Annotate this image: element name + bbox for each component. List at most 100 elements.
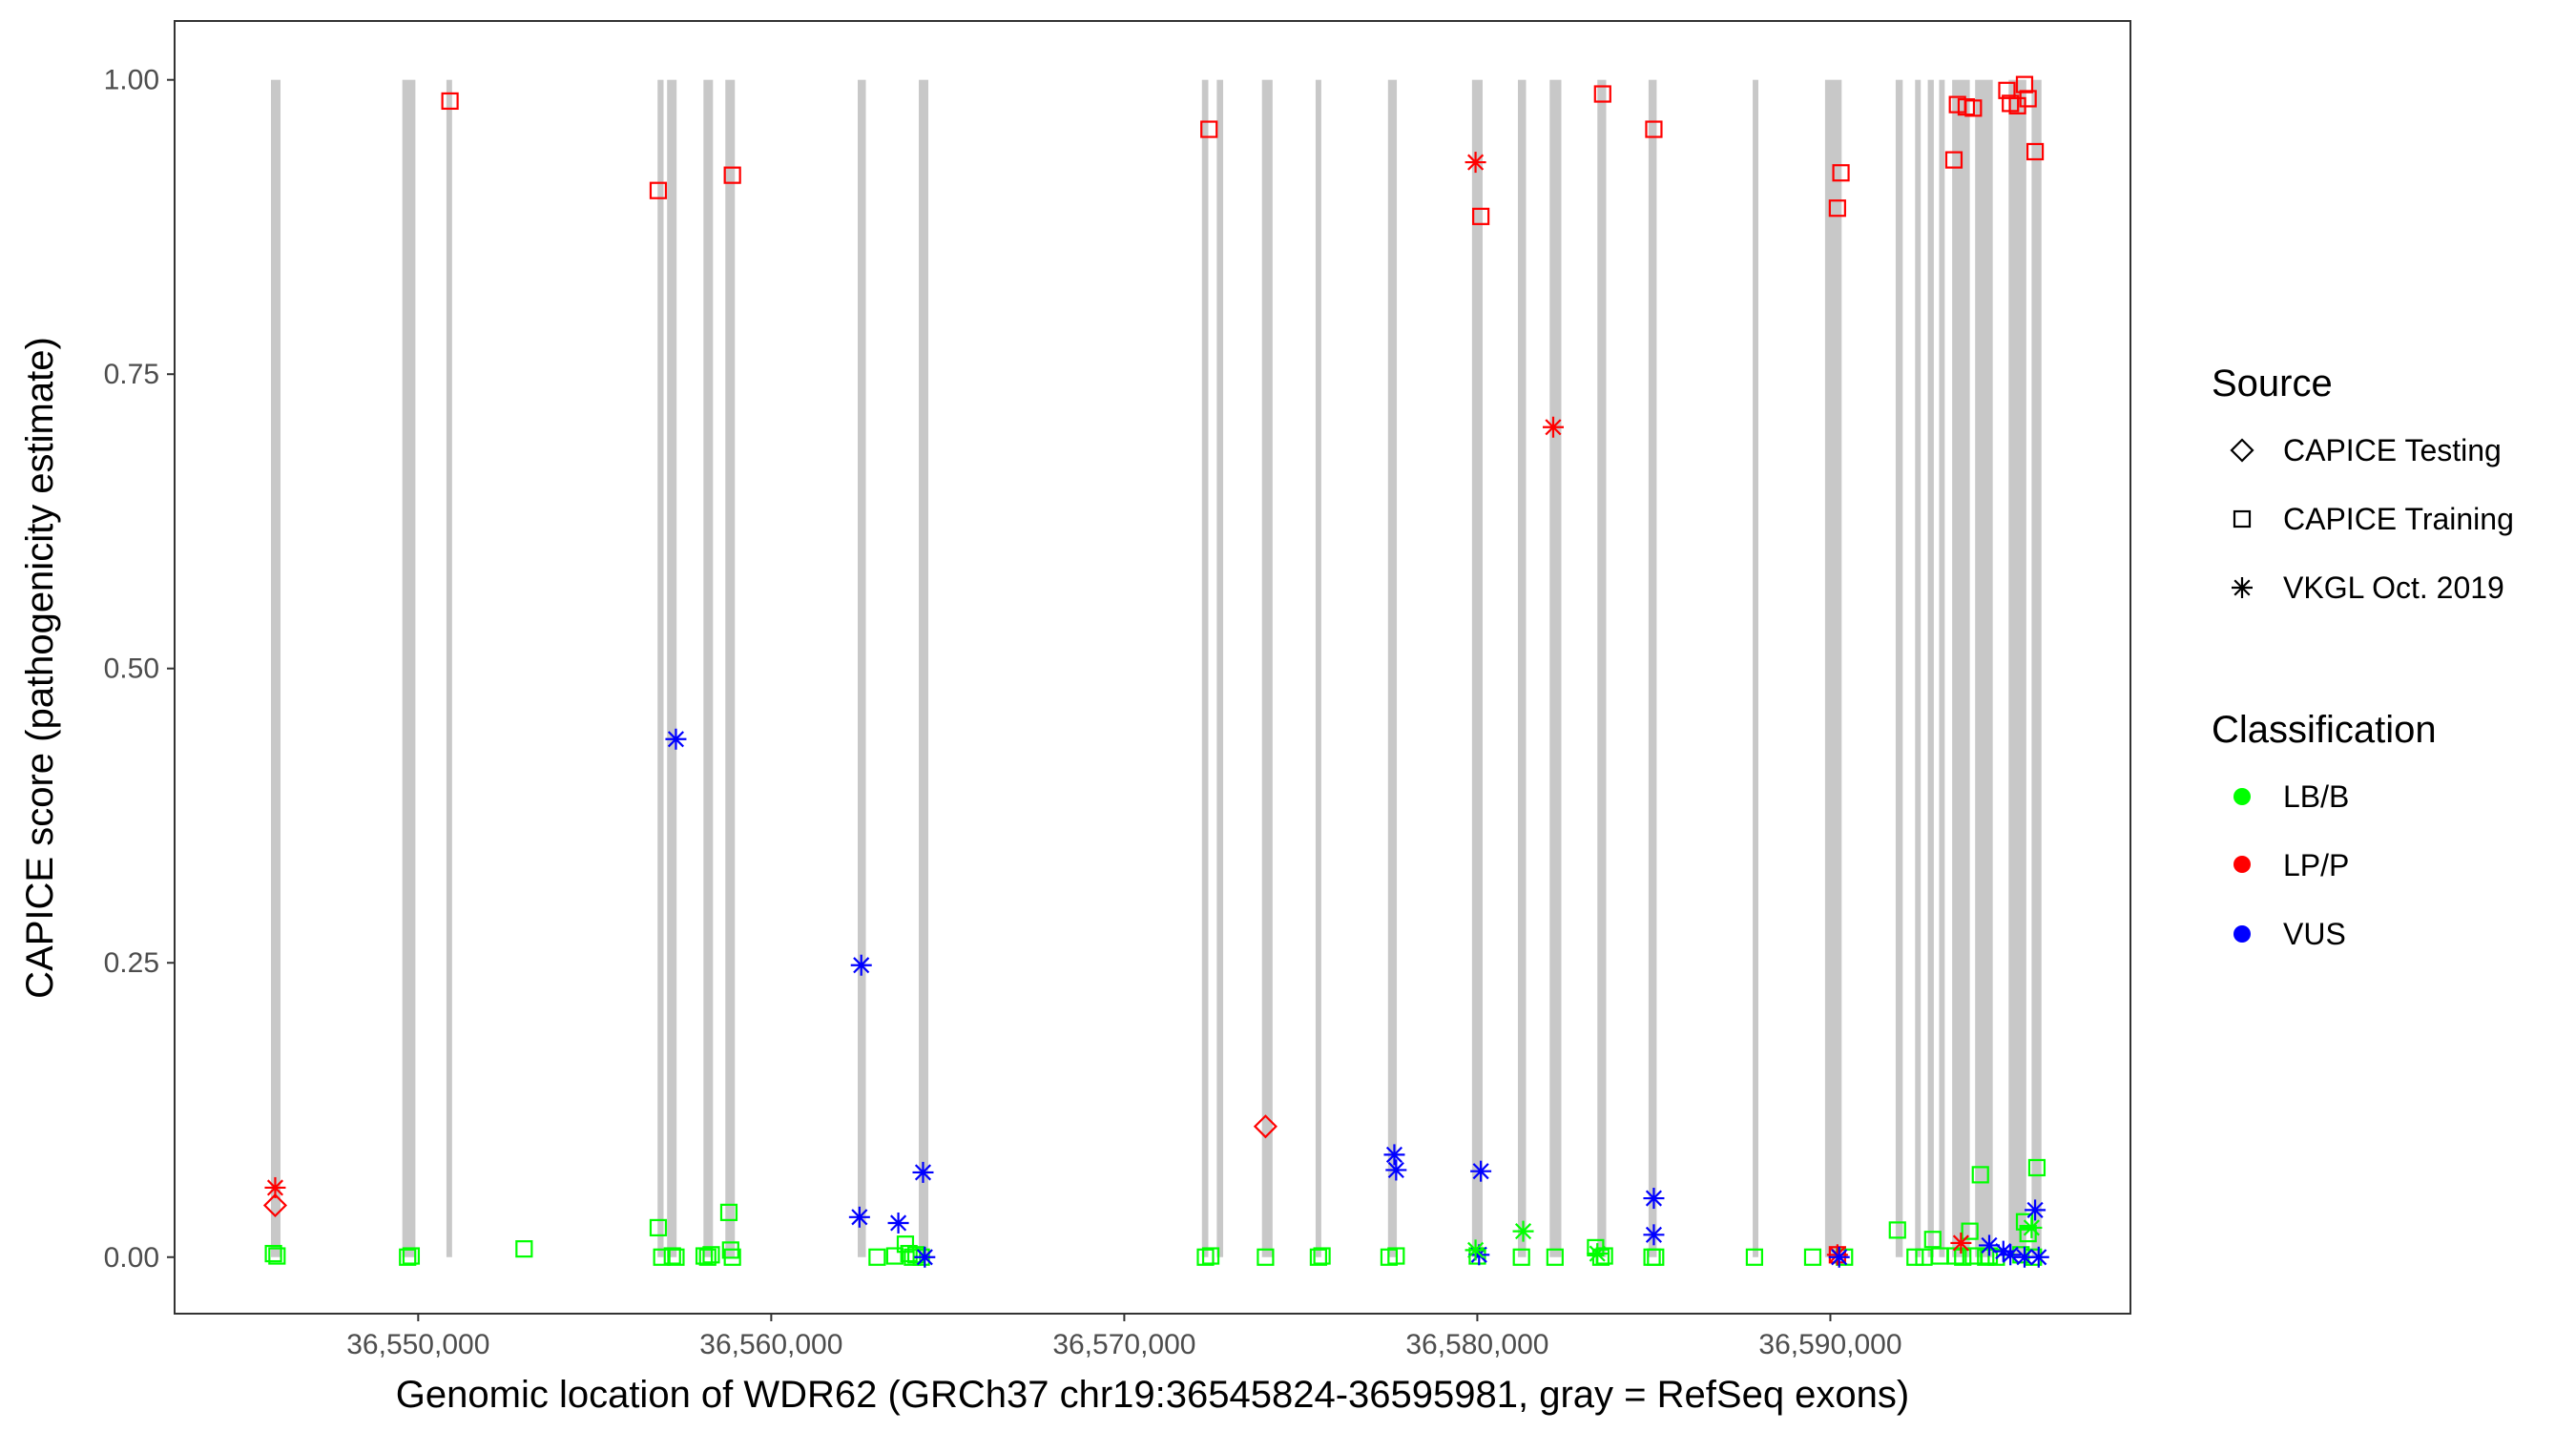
data-point-square	[1961, 1222, 1979, 1240]
data-point-star	[1643, 1188, 1665, 1210]
exon-bar	[1895, 79, 1903, 1257]
data-point-square	[1998, 81, 2016, 99]
exon-bar	[402, 79, 416, 1257]
data-point-square	[723, 166, 741, 184]
legend-label: LP/P	[2283, 848, 2349, 882]
data-point-square	[1313, 1247, 1331, 1265]
data-point-star	[850, 954, 872, 976]
data-point-star	[665, 728, 687, 750]
y-axis-title: CAPICE score (pathogenicity estimate)	[19, 337, 61, 999]
exon-bar	[1315, 79, 1321, 1257]
data-point-square	[702, 1246, 720, 1264]
data-point-square	[1828, 199, 1846, 218]
data-point-square	[698, 1248, 717, 1266]
data-point-square	[719, 1203, 738, 1221]
x-tick-label: 36,550,000	[346, 1329, 489, 1360]
exon-bar	[1753, 79, 1758, 1257]
legend-diamond-icon	[2230, 438, 2254, 463]
data-points	[262, 75, 2049, 1268]
legend-shape	[2230, 438, 2254, 463]
data-point-square	[1196, 1248, 1215, 1266]
data-point-square	[2025, 142, 2045, 161]
data-point-square	[1923, 1231, 1942, 1249]
exon-bar	[1549, 79, 1562, 1257]
data-point-star	[2021, 1216, 2043, 1238]
x-tick-label: 36,580,000	[1405, 1329, 1548, 1360]
legend-lbb-dot-icon	[2233, 788, 2251, 805]
exon-bar	[1952, 79, 1970, 1257]
exon-bar	[2008, 79, 2026, 1257]
data-point-star	[2027, 1246, 2049, 1268]
data-point-square	[1803, 1248, 1822, 1266]
data-point-square	[1906, 1248, 1924, 1266]
data-point-star	[1587, 1243, 1609, 1265]
y-tick-label: 0.50	[104, 653, 159, 685]
legend-item-capice-training: CAPICE Training	[2233, 502, 2514, 536]
legend: Source CAPICE Testing CAPICE Training VK…	[2212, 363, 2514, 951]
exon-bar	[1975, 79, 1993, 1257]
legend-shape	[2232, 577, 2253, 598]
exon-bar	[1939, 79, 1945, 1257]
exon-bar	[1387, 79, 1398, 1257]
data-point-star	[2013, 1246, 2035, 1268]
legend-square-icon	[2233, 509, 2252, 529]
data-point-star	[912, 1161, 934, 1183]
data-point-star	[1385, 1159, 1407, 1181]
y-tick-label: 0.25	[104, 947, 159, 979]
exon-bar	[1261, 79, 1273, 1257]
legend-label: CAPICE Testing	[2283, 433, 2502, 467]
legend-label: VKGL Oct. 2019	[2283, 570, 2504, 605]
data-point-square	[1512, 1248, 1530, 1266]
data-point-square	[2015, 75, 2034, 93]
y-tick-label: 0.00	[104, 1242, 159, 1274]
exon-bar	[703, 79, 714, 1257]
exon-bar	[1597, 79, 1607, 1257]
data-point-square	[2027, 1158, 2046, 1177]
data-point-star	[1465, 152, 1486, 174]
data-point-square	[1387, 1247, 1405, 1265]
legend-label: VUS	[2283, 917, 2346, 951]
data-point-star	[1950, 1232, 1972, 1254]
data-point-square	[2019, 1224, 2037, 1243]
data-point-square	[1593, 85, 1611, 103]
data-point-square	[1200, 120, 1218, 138]
data-point-square	[268, 1247, 286, 1265]
legend-label: CAPICE Training	[2283, 502, 2514, 536]
data-point-star	[1828, 1246, 1850, 1268]
data-point-square	[2019, 90, 2037, 108]
data-point-square	[1645, 120, 1663, 138]
data-point-star	[887, 1212, 909, 1234]
exon-bar	[1201, 79, 1209, 1257]
legend-shape	[2233, 509, 2252, 529]
data-point-square	[649, 1218, 668, 1237]
y-tick-label: 1.00	[104, 65, 159, 96]
data-point-square	[885, 1247, 904, 1265]
data-point-star	[914, 1246, 936, 1268]
data-point-star	[1470, 1160, 1492, 1182]
data-point-square	[441, 92, 459, 111]
data-point-star	[1383, 1144, 1405, 1166]
data-point-square	[1745, 1248, 1764, 1266]
exon-bar	[1824, 79, 1842, 1257]
plot-panel	[175, 21, 2130, 1314]
data-point-square	[667, 1248, 685, 1266]
exon-bar	[1648, 79, 1657, 1257]
exon-bar	[919, 79, 929, 1257]
exon-bar	[1471, 79, 1483, 1257]
data-point-square	[1944, 151, 1963, 169]
data-point-star	[2025, 1199, 2046, 1221]
legend-item-lbb: LB/B	[2233, 779, 2349, 814]
data-point-square	[402, 1247, 421, 1265]
exon-bar	[1517, 79, 1527, 1257]
y-axis: 0.00 0.25 0.50 0.75 1.00	[104, 65, 175, 1274]
exon-bars	[271, 79, 2042, 1257]
exon-bar	[2031, 79, 2042, 1257]
x-tick-label: 36,570,000	[1052, 1329, 1195, 1360]
legend-classification-title: Classification	[2212, 709, 2437, 751]
exon-bar	[657, 79, 664, 1257]
data-point-star	[264, 1176, 286, 1198]
legend-vus-dot-icon	[2233, 925, 2251, 943]
data-point-diamond	[1253, 1114, 1278, 1139]
data-point-square	[1309, 1248, 1328, 1266]
